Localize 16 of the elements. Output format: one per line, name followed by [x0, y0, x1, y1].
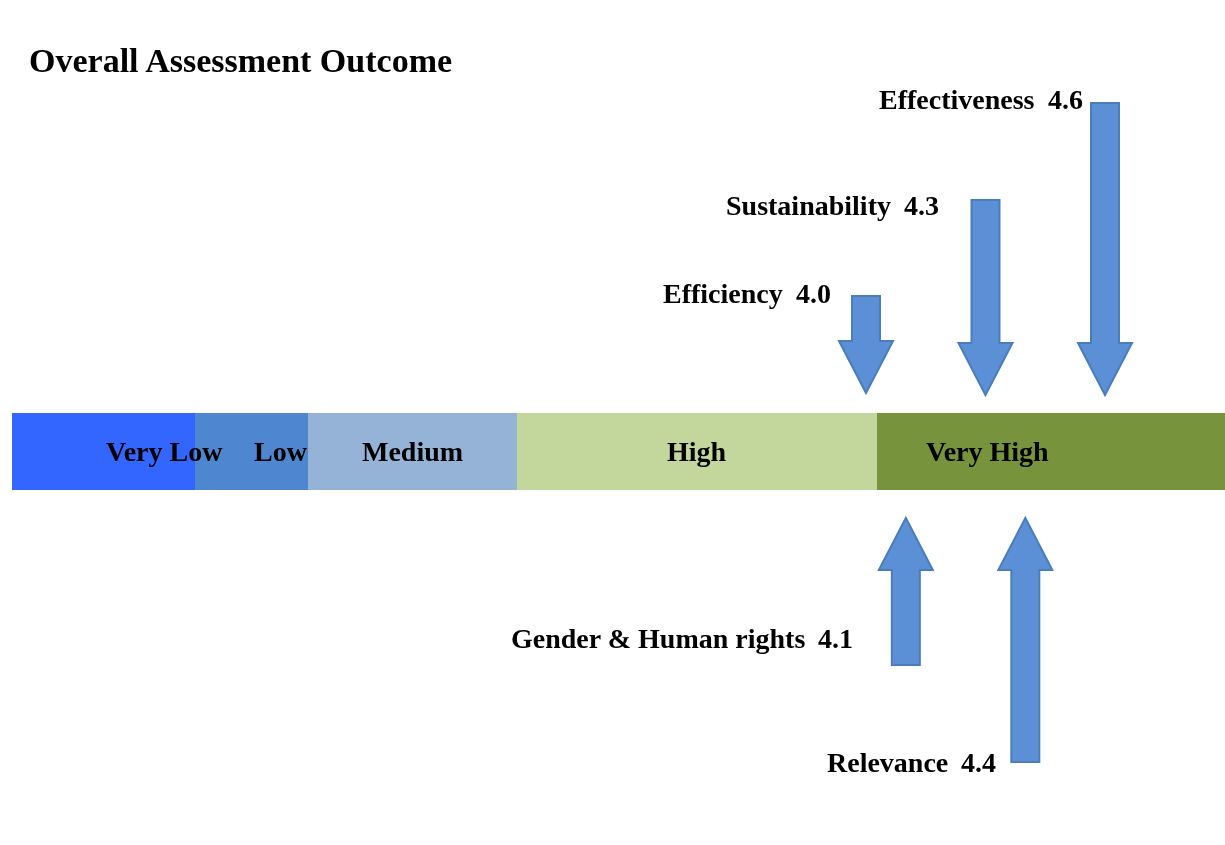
- text: Low: [254, 436, 307, 467]
- text: High: [667, 436, 727, 467]
- category-label: Gender & Human rights: [511, 623, 806, 654]
- data-label: 4.3: [904, 190, 939, 221]
- category-label: Relevance: [827, 747, 949, 778]
- text: Very Low: [106, 436, 223, 467]
- text: Medium: [362, 436, 464, 467]
- data-label: 4.1: [818, 623, 853, 654]
- data-label: 4.6: [1048, 84, 1083, 115]
- text: Overall Assessment Outcome: [29, 42, 453, 79]
- text: Very High: [926, 436, 1049, 467]
- data-label: 4.0: [796, 278, 831, 309]
- data-label: 4.4: [961, 747, 996, 778]
- category-label: Effectiveness: [879, 84, 1035, 115]
- category-label: Efficiency: [663, 278, 783, 309]
- category-label: Sustainability: [726, 190, 891, 221]
